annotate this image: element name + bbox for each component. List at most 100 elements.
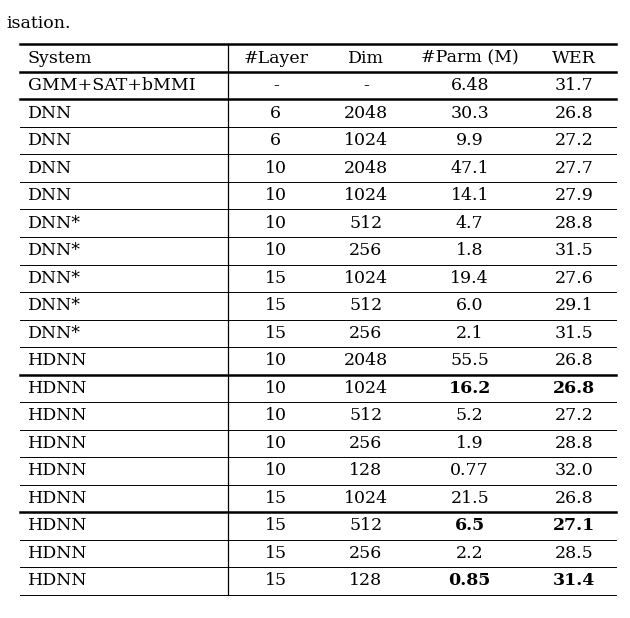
Text: 31.5: 31.5 xyxy=(554,242,593,260)
Text: DNN*: DNN* xyxy=(28,214,81,232)
Text: 15: 15 xyxy=(265,297,287,315)
Text: 32.0: 32.0 xyxy=(554,462,593,480)
Text: 10: 10 xyxy=(265,242,287,260)
Text: 30.3: 30.3 xyxy=(450,104,489,122)
Text: HDNN: HDNN xyxy=(28,407,87,425)
Text: 256: 256 xyxy=(349,325,382,342)
Text: 10: 10 xyxy=(265,462,287,480)
Text: 26.8: 26.8 xyxy=(554,352,593,370)
Text: 26.8: 26.8 xyxy=(554,490,593,507)
Text: 256: 256 xyxy=(349,435,382,452)
Text: HDNN: HDNN xyxy=(28,517,87,535)
Text: HDNN: HDNN xyxy=(28,490,87,507)
Text: 27.1: 27.1 xyxy=(553,517,595,535)
Text: 9.9: 9.9 xyxy=(456,132,484,149)
Text: 19.4: 19.4 xyxy=(450,270,489,287)
Text: 1024: 1024 xyxy=(344,187,388,204)
Text: 2048: 2048 xyxy=(344,104,388,122)
Text: DNN: DNN xyxy=(28,104,72,122)
Text: 2048: 2048 xyxy=(344,352,388,370)
Text: DNN*: DNN* xyxy=(28,325,81,342)
Text: -: - xyxy=(363,77,369,94)
Text: 27.2: 27.2 xyxy=(554,132,593,149)
Text: 55.5: 55.5 xyxy=(450,352,489,370)
Text: 10: 10 xyxy=(265,214,287,232)
Text: 26.8: 26.8 xyxy=(554,104,593,122)
Text: HDNN: HDNN xyxy=(28,435,87,452)
Text: 28.5: 28.5 xyxy=(554,545,593,562)
Text: 6.5: 6.5 xyxy=(455,517,485,535)
Text: 27.9: 27.9 xyxy=(554,187,593,204)
Text: 15: 15 xyxy=(265,572,287,590)
Text: 1024: 1024 xyxy=(344,270,388,287)
Text: 256: 256 xyxy=(349,545,382,562)
Text: -: - xyxy=(273,77,278,94)
Text: 27.2: 27.2 xyxy=(554,407,593,425)
Text: HDNN: HDNN xyxy=(28,352,87,370)
Text: 31.7: 31.7 xyxy=(554,77,593,94)
Text: 0.85: 0.85 xyxy=(449,572,491,590)
Text: 6: 6 xyxy=(270,104,282,122)
Text: 1024: 1024 xyxy=(344,380,388,397)
Text: DNN*: DNN* xyxy=(28,270,81,287)
Text: DNN: DNN xyxy=(28,187,72,204)
Text: DNN*: DNN* xyxy=(28,242,81,260)
Text: 4.7: 4.7 xyxy=(456,214,484,232)
Text: 512: 512 xyxy=(349,297,382,315)
Text: 47.1: 47.1 xyxy=(450,159,489,177)
Text: 128: 128 xyxy=(349,462,382,480)
Text: 2048: 2048 xyxy=(344,159,388,177)
Text: 15: 15 xyxy=(265,325,287,342)
Text: 1024: 1024 xyxy=(344,132,388,149)
Text: HDNN: HDNN xyxy=(28,545,87,562)
Text: 10: 10 xyxy=(265,159,287,177)
Text: 1.8: 1.8 xyxy=(456,242,483,260)
Text: 10: 10 xyxy=(265,380,287,397)
Text: 1.9: 1.9 xyxy=(456,435,484,452)
Text: 128: 128 xyxy=(349,572,382,590)
Text: 15: 15 xyxy=(265,545,287,562)
Text: 512: 512 xyxy=(349,214,382,232)
Text: WER: WER xyxy=(552,49,596,67)
Text: 2.1: 2.1 xyxy=(456,325,484,342)
Text: 0.77: 0.77 xyxy=(450,462,489,480)
Text: GMM+SAT+bMMI: GMM+SAT+bMMI xyxy=(28,77,195,94)
Text: 256: 256 xyxy=(349,242,382,260)
Text: 26.8: 26.8 xyxy=(553,380,595,397)
Text: 15: 15 xyxy=(265,490,287,507)
Text: 6: 6 xyxy=(270,132,282,149)
Text: 5.2: 5.2 xyxy=(456,407,484,425)
Text: 21.5: 21.5 xyxy=(450,490,489,507)
Text: 512: 512 xyxy=(349,517,382,535)
Text: 2.2: 2.2 xyxy=(456,545,484,562)
Text: HDNN: HDNN xyxy=(28,380,87,397)
Text: #Layer: #Layer xyxy=(243,49,308,67)
Text: 6.48: 6.48 xyxy=(450,77,489,94)
Text: 6.0: 6.0 xyxy=(456,297,483,315)
Text: 10: 10 xyxy=(265,352,287,370)
Text: Dim: Dim xyxy=(348,49,384,67)
Text: DNN: DNN xyxy=(28,159,72,177)
Text: DNN: DNN xyxy=(28,132,72,149)
Text: #Parm (M): #Parm (M) xyxy=(421,49,518,67)
Text: 29.1: 29.1 xyxy=(554,297,593,315)
Text: 27.7: 27.7 xyxy=(554,159,593,177)
Text: DNN*: DNN* xyxy=(28,297,81,315)
Text: 27.6: 27.6 xyxy=(554,270,593,287)
Text: 16.2: 16.2 xyxy=(449,380,491,397)
Text: 15: 15 xyxy=(265,517,287,535)
Text: 31.4: 31.4 xyxy=(553,572,595,590)
Text: 15: 15 xyxy=(265,270,287,287)
Text: 10: 10 xyxy=(265,187,287,204)
Text: 10: 10 xyxy=(265,435,287,452)
Text: 1024: 1024 xyxy=(344,490,388,507)
Text: System: System xyxy=(28,49,92,67)
Text: HDNN: HDNN xyxy=(28,462,87,480)
Text: 14.1: 14.1 xyxy=(450,187,489,204)
Text: isation.: isation. xyxy=(6,15,71,33)
Text: 512: 512 xyxy=(349,407,382,425)
Text: HDNN: HDNN xyxy=(28,572,87,590)
Text: 31.5: 31.5 xyxy=(554,325,593,342)
Text: 28.8: 28.8 xyxy=(554,214,593,232)
Text: 28.8: 28.8 xyxy=(554,435,593,452)
